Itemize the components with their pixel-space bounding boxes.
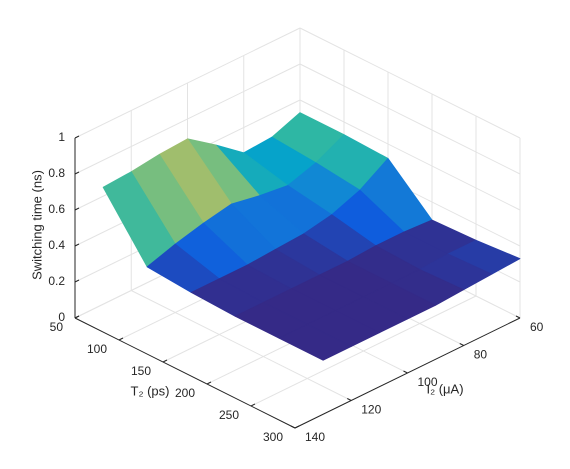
z-tick-label: 0.4 [48,238,65,252]
z-tick-label: 0.6 [48,202,65,216]
tick-mark [74,171,80,175]
y-axis-label: I₂ (μA) [426,381,463,396]
x-tick-label: 200 [175,386,195,400]
grid-line [299,99,521,211]
grid-line [131,290,352,401]
surface-patch [278,324,352,361]
tick-mark [403,370,408,374]
tick-mark [118,337,124,341]
y-tick-label: 100 [418,375,438,389]
tick-mark [515,315,521,319]
tick-mark [290,425,296,429]
axis-line [74,317,296,429]
tick-mark [294,425,300,429]
z-tick-label: 0.2 [48,274,65,288]
y-tick-label: 140 [305,430,325,444]
grid-line [299,63,521,175]
tick-mark [459,343,464,346]
x-tick-label: 150 [131,364,151,378]
x-tick-label: 100 [87,342,107,356]
y-tick-label: 80 [474,348,488,362]
tick-mark [74,135,80,139]
grid-line [74,27,301,139]
tick-mark [74,243,80,247]
tick-mark [74,279,80,283]
y-tick-label: 60 [530,320,544,334]
x-axis-label: T₂ (ps) [131,383,170,398]
y-tick-label: 120 [361,403,381,417]
x-tick-label: 250 [219,408,239,422]
grid-line [299,27,521,139]
grid-line [74,63,301,175]
z-axis-label: Switching time (ns) [29,170,44,280]
tick-mark [74,315,80,319]
tick-mark [206,381,212,385]
x-tick-label: 300 [263,430,283,444]
z-tick-label: 0 [58,310,65,324]
tick-mark [74,207,80,211]
z-tick-label: 1 [58,130,65,144]
tick-mark [347,398,352,401]
z-tick-label: 0.8 [48,166,65,180]
x-tick-label: 50 [50,320,64,334]
tick-mark [162,359,168,363]
tick-mark [250,403,256,407]
